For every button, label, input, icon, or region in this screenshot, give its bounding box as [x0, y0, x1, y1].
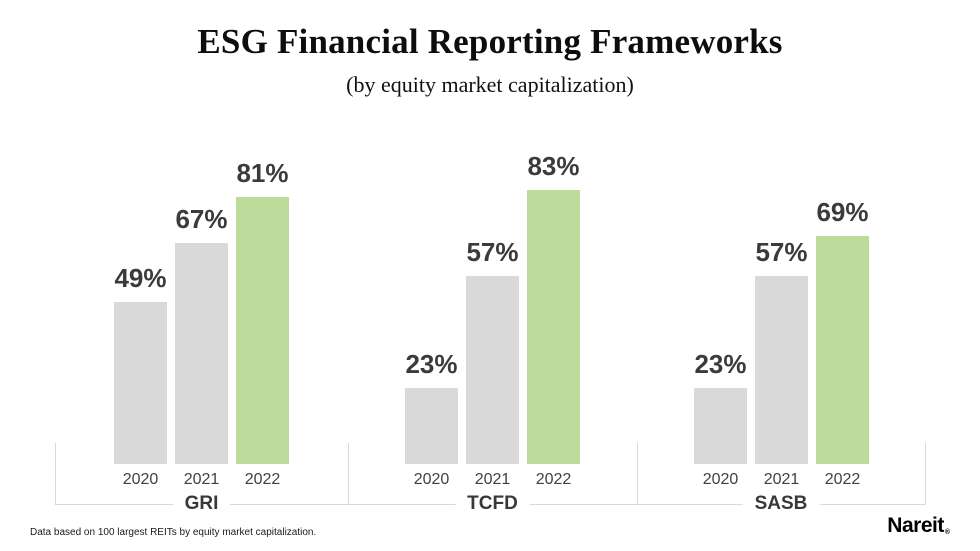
- bar-value-label: 81%: [236, 158, 289, 188]
- bar: [694, 388, 747, 464]
- bar: [114, 302, 167, 464]
- group-label: GRI: [172, 493, 231, 515]
- bar-value-label: 67%: [175, 204, 228, 234]
- year-label: 2022: [535, 471, 572, 488]
- year-label: 2020: [122, 471, 159, 488]
- year-label: 2022: [824, 471, 861, 488]
- chart-subtitle: (by equity market capitalization): [346, 72, 634, 97]
- bar-value-label: 83%: [527, 151, 580, 181]
- bar: [236, 197, 289, 464]
- year-label: 2021: [474, 471, 511, 488]
- bar: [755, 276, 808, 464]
- bar-value-label: 57%: [466, 237, 519, 267]
- year-label: 2021: [183, 471, 220, 488]
- bar-value-label: 49%: [114, 263, 167, 293]
- nareit-logo: Nareit®: [887, 514, 950, 545]
- bar: [466, 276, 519, 464]
- year-label: 2020: [702, 471, 739, 488]
- category-axis-tick: [348, 443, 349, 505]
- nareit-logo-text: Nareit: [887, 514, 944, 537]
- category-axis-tick: [637, 443, 638, 505]
- bar: [527, 190, 580, 464]
- group-label: SASB: [742, 493, 820, 515]
- bar-value-label: 57%: [755, 237, 808, 267]
- chart-title: ESG Financial Reporting Frameworks: [197, 22, 783, 61]
- year-label: 2020: [413, 471, 450, 488]
- bar: [816, 236, 869, 464]
- bar-value-label: 23%: [694, 349, 747, 379]
- registered-trademark-icon: ®: [944, 529, 950, 536]
- year-label: 2021: [763, 471, 800, 488]
- group-label: TCFD: [455, 493, 530, 515]
- category-axis-tick: [925, 443, 926, 505]
- category-axis-tick: [55, 443, 56, 505]
- bar-value-label: 23%: [405, 349, 458, 379]
- footnote: Data based on 100 largest REITs by equit…: [30, 527, 317, 538]
- bar: [405, 388, 458, 464]
- bar: [175, 243, 228, 464]
- year-label: 2022: [244, 471, 281, 488]
- bar-value-label: 69%: [816, 197, 869, 227]
